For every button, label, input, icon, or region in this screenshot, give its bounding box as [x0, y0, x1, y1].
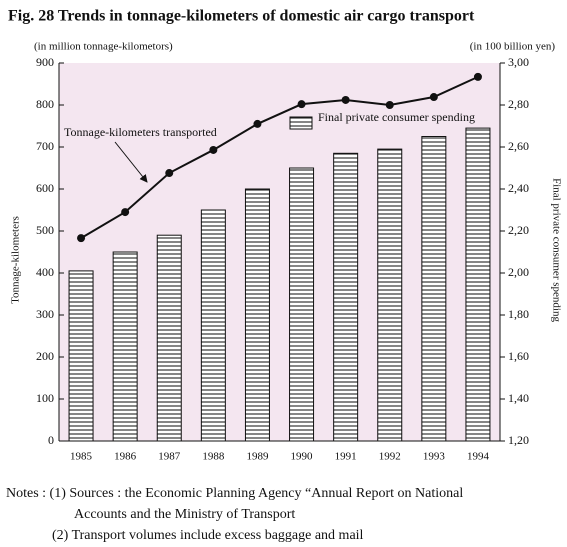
x-tick-label: 1992	[379, 451, 401, 463]
bar	[244, 188, 270, 442]
bar	[333, 152, 359, 442]
y-tick-label: 300	[36, 307, 54, 321]
line	[80, 75, 479, 240]
y2-axis-title: Final private consumer spending	[550, 178, 562, 322]
x-tick-label: 1993	[423, 451, 446, 463]
y2-tick-label: 2,20	[508, 223, 529, 237]
point	[341, 95, 350, 104]
y-tick-label: 400	[36, 265, 54, 279]
x-tick-label: 1989	[246, 451, 269, 463]
y2-tick-label: 2,00	[508, 265, 529, 279]
y-tick-label: 900	[36, 55, 54, 69]
point	[121, 208, 130, 217]
line-legend-label: Tonnage-kilometers transported	[64, 125, 217, 139]
bar	[421, 136, 447, 442]
y2-tick-label: 1,80	[508, 307, 529, 321]
x-tick-label: 1994	[467, 451, 490, 463]
note-line: Accounts and the Ministry of Transport	[74, 507, 295, 522]
point	[253, 119, 262, 128]
x-tick-label: 1991	[335, 451, 357, 463]
y-tick-label: 600	[36, 181, 54, 195]
bar	[377, 148, 403, 442]
x-tick-label: 1985	[70, 451, 93, 463]
bar	[156, 234, 182, 442]
x-tick-label: 1990	[291, 451, 314, 463]
y-tick-label: 500	[36, 223, 54, 237]
y-axis-title: Tonnage-kilometers	[10, 216, 22, 304]
point	[165, 169, 174, 178]
bar	[112, 251, 138, 442]
point	[385, 101, 394, 109]
point	[209, 145, 218, 154]
y2-tick-label: 3,00	[508, 55, 529, 69]
x-tick-label: 1987	[158, 451, 181, 463]
y-tick-label: 100	[36, 391, 54, 405]
x-tick-label: 1986	[114, 451, 137, 463]
y2-tick-label: 1,20	[508, 433, 529, 447]
bar	[68, 270, 94, 442]
bar	[289, 167, 315, 442]
point	[297, 100, 306, 109]
note-line: (2) Transport volumes include excess bag…	[52, 528, 364, 543]
bar	[200, 209, 226, 442]
y2-tick-label: 1,60	[508, 349, 529, 363]
point	[429, 93, 438, 102]
y-tick-label: 0	[48, 433, 54, 447]
y2-tick-label: 2,60	[508, 139, 529, 153]
y-tick-label: 700	[36, 139, 54, 153]
y-unit: (in million tonnage-kilometors)	[34, 41, 173, 53]
bar-legend-swatch	[289, 116, 313, 130]
y2-unit: (in 100 billion yen)	[470, 41, 556, 53]
y2-tick-label: 2,80	[508, 97, 529, 111]
annotation-arrow	[114, 141, 148, 183]
y2-tick-label: 1,40	[508, 391, 529, 405]
y-tick-label: 800	[36, 97, 54, 111]
bar	[465, 127, 491, 442]
y2-tick-label: 2,40	[508, 181, 529, 195]
bar-legend-label: Final private consumer spending	[318, 110, 475, 124]
chart-title: Fig. 28 Trends in tonnage-kilometers of …	[8, 8, 475, 25]
point	[473, 72, 482, 81]
point	[77, 234, 86, 243]
x-tick-label: 1988	[202, 451, 225, 463]
notes: Notes : (1) Sources : the Economic Plann…	[6, 486, 463, 543]
y-tick-label: 200	[36, 349, 54, 363]
note-line: Notes : (1) Sources : the Economic Plann…	[6, 486, 463, 501]
